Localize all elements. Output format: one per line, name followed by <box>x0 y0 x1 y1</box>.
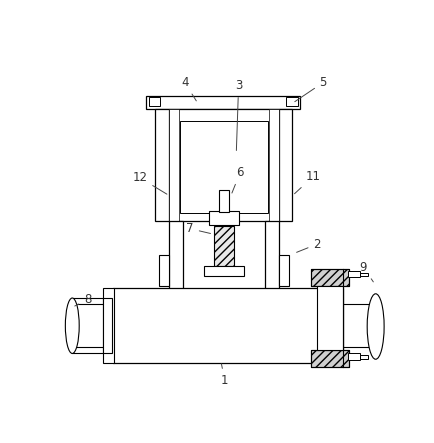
Text: 9: 9 <box>360 261 373 282</box>
Text: 7: 7 <box>186 222 210 235</box>
Text: 1: 1 <box>221 364 228 387</box>
Bar <box>311 350 349 366</box>
Bar <box>348 271 360 277</box>
Bar <box>270 109 279 221</box>
Bar <box>169 109 178 221</box>
Bar <box>311 269 349 286</box>
Text: 12: 12 <box>132 171 167 194</box>
Bar <box>279 255 289 286</box>
Bar <box>360 272 368 276</box>
Bar <box>311 269 349 286</box>
Bar <box>348 354 360 360</box>
Bar <box>360 355 368 359</box>
Bar <box>332 288 343 363</box>
Bar <box>148 97 160 105</box>
Bar <box>311 350 349 366</box>
Bar <box>113 288 332 363</box>
Bar <box>204 266 244 276</box>
Bar <box>180 121 268 214</box>
Bar <box>214 226 234 266</box>
Text: 5: 5 <box>295 76 327 101</box>
Bar <box>103 298 112 354</box>
Bar <box>279 109 293 221</box>
Ellipse shape <box>367 294 384 359</box>
Bar <box>103 288 114 363</box>
Text: 3: 3 <box>235 79 242 151</box>
Bar <box>286 97 298 105</box>
Text: 2: 2 <box>296 237 321 253</box>
Bar <box>317 286 343 350</box>
Bar <box>169 221 183 298</box>
Ellipse shape <box>66 298 79 354</box>
Bar <box>169 109 279 221</box>
Bar <box>155 109 169 221</box>
Bar <box>219 190 229 212</box>
Text: 6: 6 <box>232 166 244 193</box>
Text: 4: 4 <box>181 76 196 101</box>
Text: 11: 11 <box>295 170 321 194</box>
Text: 8: 8 <box>75 293 92 306</box>
Bar <box>159 255 169 286</box>
Bar <box>146 96 300 109</box>
Bar <box>209 211 239 225</box>
Bar <box>265 221 279 298</box>
